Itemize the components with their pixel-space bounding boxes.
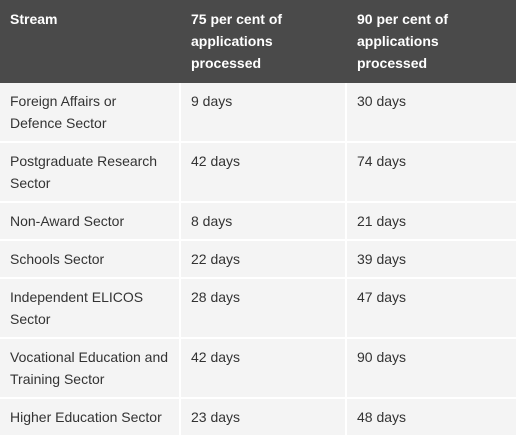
header-cell: 90 per cent of applications processed: [345, 0, 516, 83]
stream-cell: Vocational Education and Training Sector: [0, 338, 180, 399]
days-cell: 74 days: [345, 142, 516, 203]
table-row: Postgraduate Research Sector 42 days 74 da…: [0, 142, 516, 203]
table-row: Vocational Education and Training Sector…: [0, 338, 516, 399]
days-cell: 22 days: [179, 240, 346, 279]
stream-cell: Postgraduate Research Sector: [0, 142, 180, 203]
days-cell: 23 days: [179, 398, 346, 437]
table-row: Non-Award Sector 8 days 21 days: [0, 202, 516, 241]
table-header: Stream 75 per cent of applications proces…: [0, 0, 516, 83]
header-cell: 75 per cent of applications processed: [179, 0, 346, 83]
days-cell: 48 days: [345, 398, 516, 437]
stream-cell: Schools Sector: [0, 240, 180, 279]
days-cell: 21 days: [345, 202, 516, 241]
stream-cell: Foreign Affairs or Defence Sector: [0, 83, 180, 143]
header-cell: Stream: [0, 0, 180, 83]
stream-cell: Independent ELICOS Sector: [0, 278, 180, 339]
days-cell: 47 days: [345, 278, 516, 339]
days-cell: 30 days: [345, 83, 516, 143]
stream-cell: Higher Education Sector: [0, 398, 180, 437]
header-row: Stream 75 per cent of applications proces…: [0, 0, 516, 83]
table-row: Higher Education Sector 23 days 48 days: [0, 398, 516, 437]
table-row: Schools Sector 22 days 39 days: [0, 240, 516, 279]
table-row: Independent ELICOS Sector 28 days 47 days: [0, 278, 516, 339]
table-row: Foreign Affairs or Defence Sector 9 days 3…: [0, 83, 516, 143]
stream-cell: Non-Award Sector: [0, 202, 180, 241]
days-cell: 9 days: [179, 83, 346, 143]
days-cell: 42 days: [179, 338, 346, 399]
days-cell: 28 days: [179, 278, 346, 339]
days-cell: 8 days: [179, 202, 346, 241]
days-cell: 42 days: [179, 142, 346, 203]
days-cell: 90 days: [345, 338, 516, 399]
days-cell: 39 days: [345, 240, 516, 279]
table-body: Foreign Affairs or Defence Sector 9 days 3…: [0, 83, 516, 437]
